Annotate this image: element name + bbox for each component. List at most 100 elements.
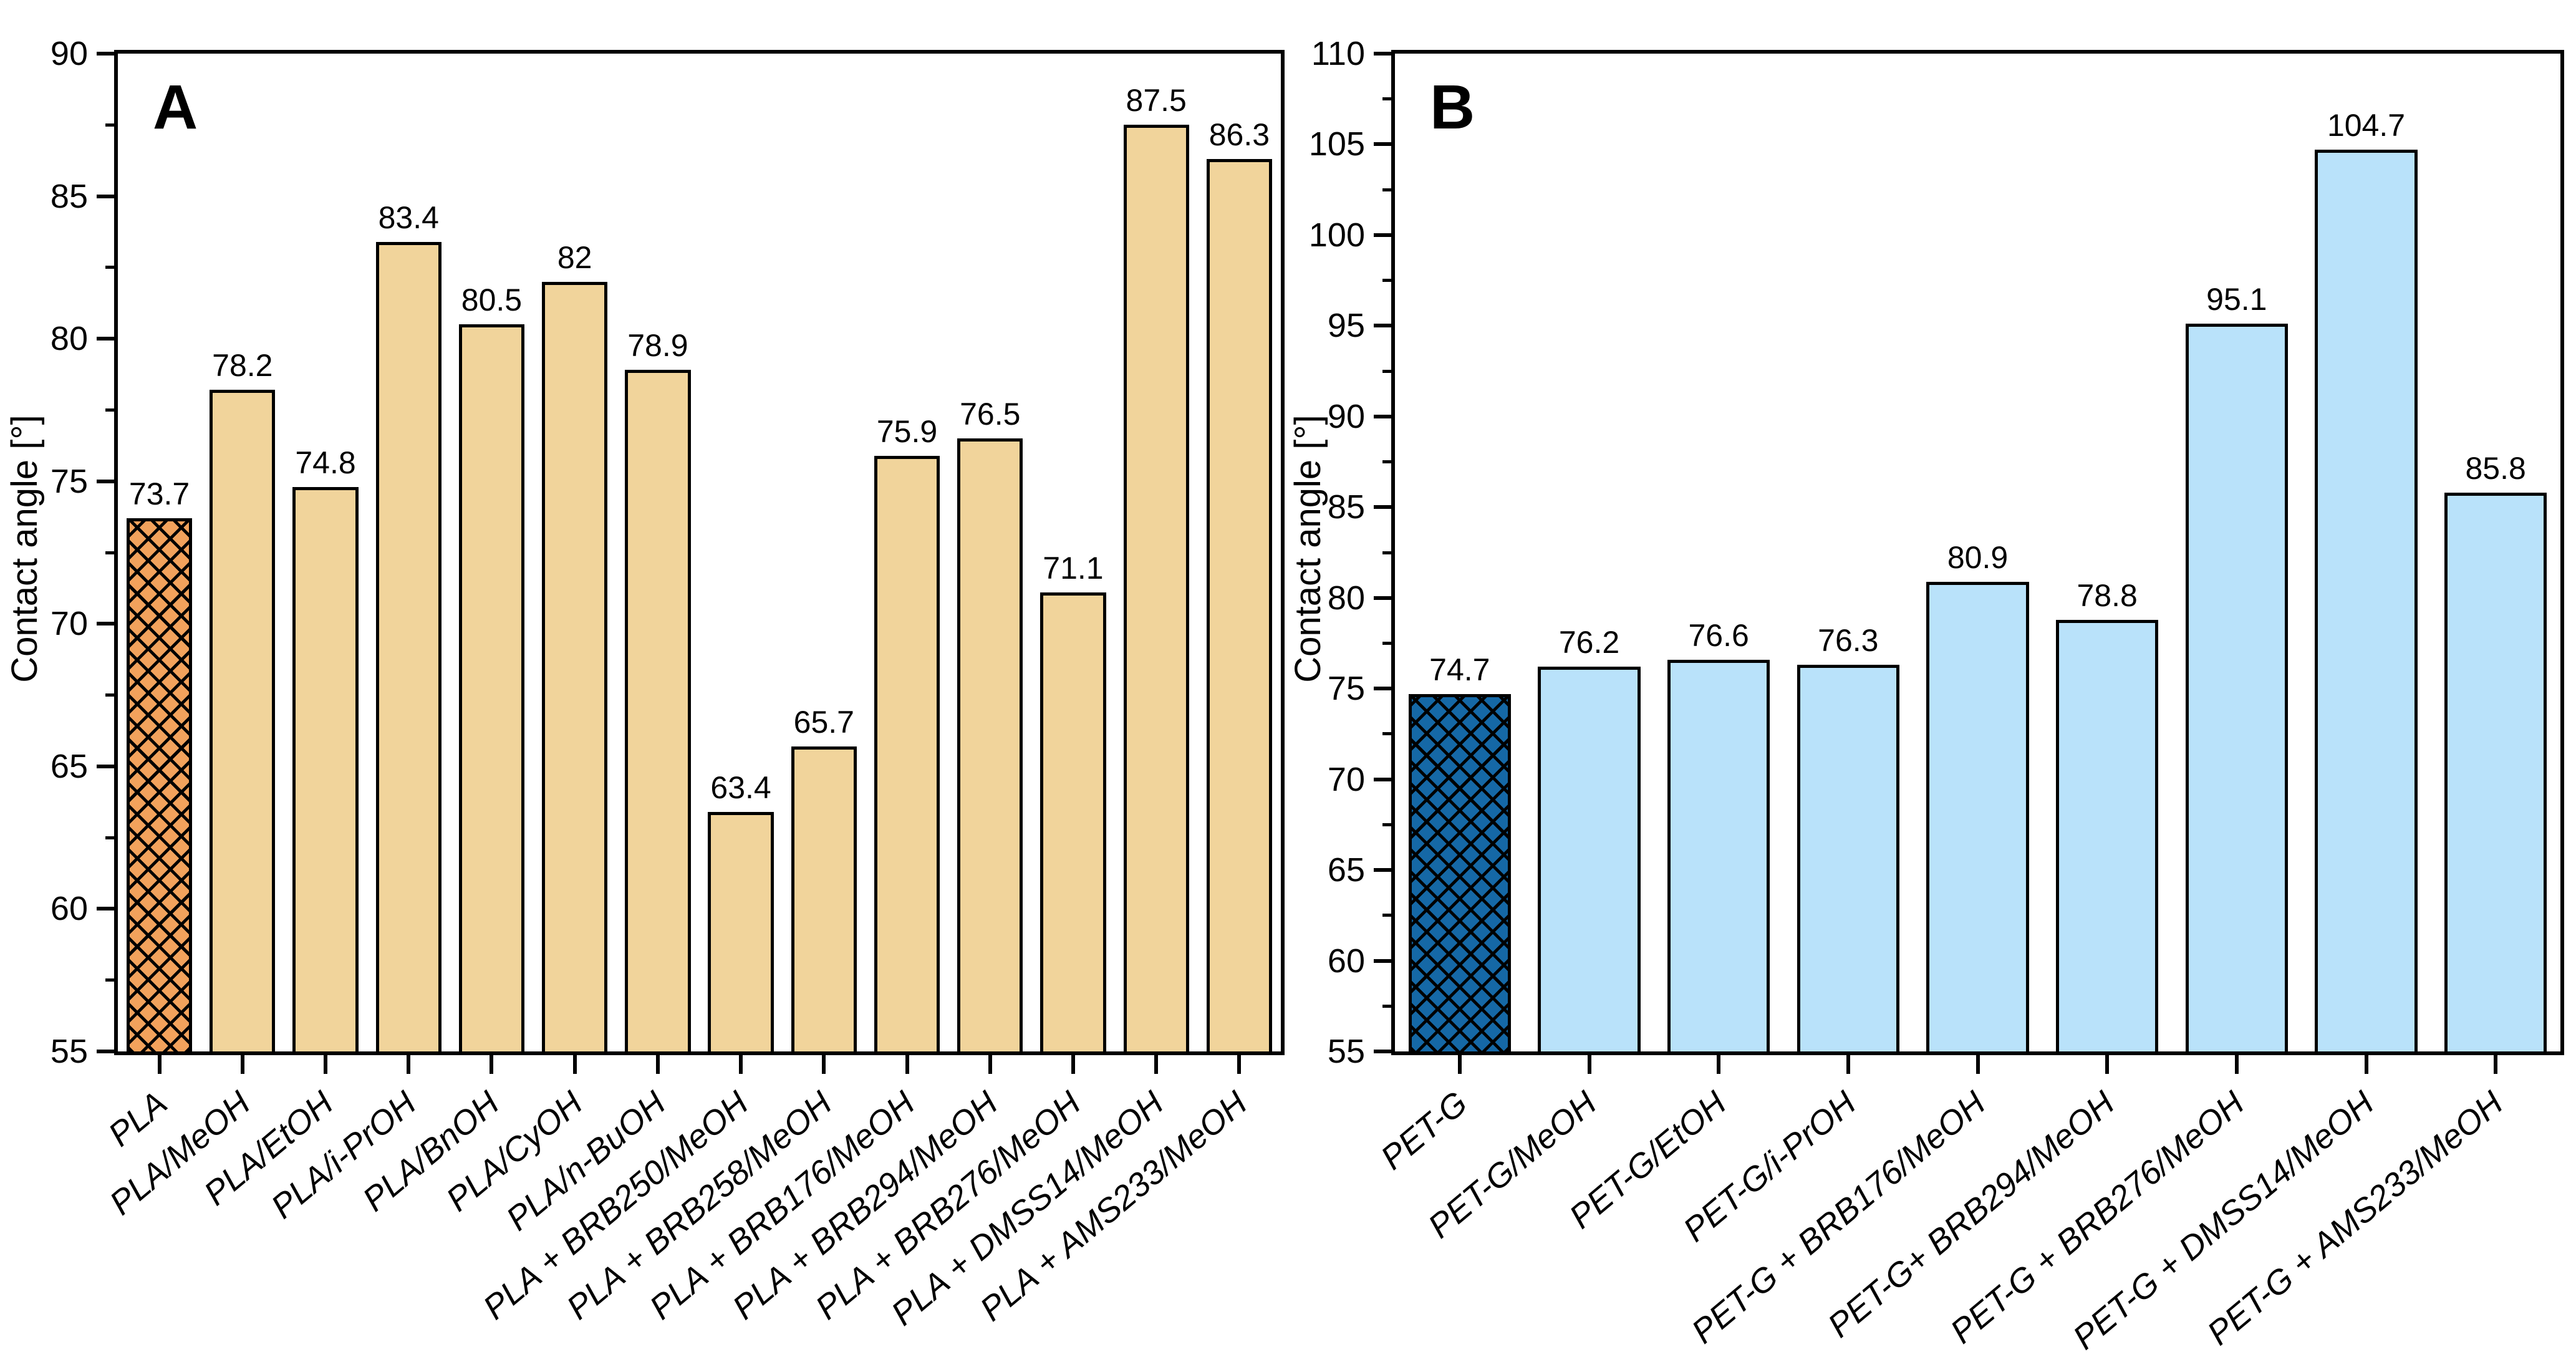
x-tick: [2364, 1055, 2368, 1074]
bar-value-label: 76.5: [960, 397, 1021, 432]
y-minor-tick: [1382, 460, 1391, 464]
bar-value-label: 65.7: [793, 704, 854, 740]
bar-value-label: 71.1: [1043, 551, 1104, 586]
y-tick-label: 80: [1327, 579, 1365, 617]
bar-value-label: 80.9: [1947, 539, 2009, 575]
bar: [1797, 665, 1899, 1051]
y-major-tick: [1374, 1050, 1391, 1053]
y-major-tick: [1374, 868, 1391, 872]
x-tick: [1717, 1055, 1721, 1074]
bar: [2056, 619, 2159, 1051]
bar: [2444, 493, 2547, 1051]
x-tick: [157, 1055, 162, 1074]
x-tick: [988, 1055, 992, 1074]
y-tick-label: 85: [1327, 488, 1365, 526]
y-tick-label: 60: [50, 890, 88, 928]
bar-value-label: 74.7: [1429, 652, 1490, 687]
y-minor-tick: [105, 408, 114, 412]
x-tick: [407, 1055, 411, 1074]
y-major-tick: [1374, 142, 1391, 147]
bar: [1667, 659, 1770, 1051]
y-minor-tick: [1382, 369, 1391, 373]
bar-value-label: 75.9: [876, 413, 938, 449]
y-major-tick: [1374, 233, 1391, 237]
bar-value-label: 87.5: [1126, 83, 1187, 118]
x-tick: [1587, 1055, 1591, 1074]
bar: [957, 438, 1023, 1051]
x-tick: [572, 1055, 577, 1074]
x-tick: [1071, 1055, 1075, 1074]
plot-area-panel-a: A 55 60 65 70 75 80 85 90 73.7 PLA 78.2 PLA/MeOH 74.…: [51, 37, 1285, 1333]
y-minor-tick: [1382, 188, 1391, 191]
y-tick-label: 95: [1327, 307, 1365, 345]
bar: [2315, 150, 2418, 1051]
y-tick-label: 70: [50, 605, 88, 643]
bar-value-label: 78.9: [627, 328, 688, 364]
y-major-tick: [97, 479, 114, 483]
bar-value-label: 86.3: [1208, 117, 1270, 153]
y-tick-label: 90: [50, 35, 88, 72]
y-minor-tick: [105, 266, 114, 269]
y-tick-label: 65: [50, 747, 88, 785]
y-axis-title-panel-a: Contact angle [°]: [4, 415, 45, 683]
bar: [1206, 159, 1272, 1051]
bar-highlighted: [1408, 693, 1511, 1051]
bar: [458, 324, 525, 1051]
y-major-tick: [1374, 52, 1391, 56]
x-tick: [240, 1055, 244, 1074]
x-tick: [655, 1055, 660, 1074]
panel-letter-b: B: [1430, 72, 1475, 142]
y-tick-label: 85: [50, 177, 88, 215]
bar-value-label: 104.7: [2327, 108, 2406, 143]
bar-value-label: 78.2: [212, 348, 273, 384]
y-minor-tick: [105, 123, 114, 127]
y-minor-tick: [1382, 97, 1391, 101]
y-tick-label: 75: [1327, 670, 1365, 708]
bar: [791, 746, 857, 1051]
y-tick-label: 55: [50, 1033, 88, 1070]
x-tick: [1846, 1055, 1850, 1074]
bar: [1538, 667, 1641, 1051]
y-tick-label: 65: [1327, 851, 1365, 889]
bar: [1926, 581, 2029, 1051]
bar-value-label: 74.8: [295, 445, 356, 480]
bar: [542, 281, 608, 1051]
bar-value-label: 63.4: [710, 770, 771, 805]
y-major-tick: [1374, 414, 1391, 418]
y-major-tick: [1374, 777, 1391, 781]
y-minor-tick: [1382, 641, 1391, 645]
y-major-tick: [1374, 596, 1391, 600]
y-major-tick: [97, 52, 114, 56]
y-major-tick: [1374, 324, 1391, 328]
y-major-tick: [97, 622, 114, 626]
y-minor-tick: [1382, 732, 1391, 736]
y-major-tick: [97, 1050, 114, 1053]
y-tick-label: 80: [50, 320, 88, 358]
panel-letter-a: A: [153, 72, 198, 142]
bar: [1123, 125, 1189, 1051]
x-tick: [1975, 1055, 1980, 1074]
bar: [292, 486, 359, 1051]
y-minor-tick: [105, 978, 114, 982]
bar: [1040, 592, 1106, 1051]
y-tick-label: 55: [1327, 1033, 1365, 1070]
x-tick: [490, 1055, 494, 1074]
x-tick: [2105, 1055, 2110, 1074]
y-tick-label: 90: [1327, 397, 1365, 435]
y-minor-tick: [105, 551, 114, 554]
bar-value-label: 83.4: [378, 200, 439, 235]
y-minor-tick: [1382, 279, 1391, 283]
x-tick: [905, 1055, 909, 1074]
bar-value-label: 73.7: [128, 476, 190, 512]
bar: [375, 241, 441, 1051]
bar-value-label: 82: [557, 239, 592, 275]
bar: [2185, 324, 2288, 1051]
bar-value-label: 76.2: [1558, 625, 1620, 660]
x-tick: [1457, 1055, 1462, 1074]
y-major-tick: [1374, 959, 1391, 963]
y-major-tick: [97, 907, 114, 911]
x-tick: [822, 1055, 826, 1074]
y-tick-label: 75: [50, 462, 88, 500]
y-tick-label: 100: [1308, 216, 1365, 254]
plot-area-panel-b: B 55 60 65 70 75 80 85 90 95 100 105 110 74.7 PET-G 76…: [1309, 37, 2564, 1357]
